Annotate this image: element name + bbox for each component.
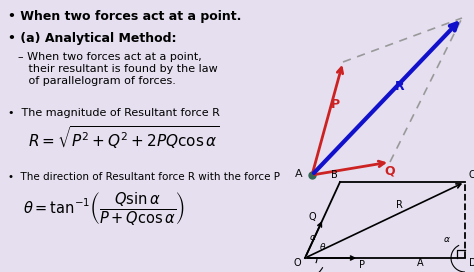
Text: Q: Q bbox=[385, 165, 395, 178]
Text: A: A bbox=[417, 258, 423, 268]
Text: A: A bbox=[295, 169, 303, 179]
Text: of parallelogram of forces.: of parallelogram of forces. bbox=[18, 76, 176, 86]
Text: •  The direction of Resultant force R with the force P: • The direction of Resultant force R wit… bbox=[8, 172, 280, 182]
Text: • (a) Analytical Method:: • (a) Analytical Method: bbox=[8, 32, 176, 45]
Text: $\theta = \tan^{-1}\!\left(\dfrac{Q\sin\alpha}{P+Q\cos\alpha}\right)$: $\theta = \tan^{-1}\!\left(\dfrac{Q\sin\… bbox=[23, 190, 185, 227]
Text: Q: Q bbox=[309, 212, 316, 222]
Text: $R = \sqrt{P^2 + Q^2 + 2PQ\cos\alpha}$: $R = \sqrt{P^2 + Q^2 + 2PQ\cos\alpha}$ bbox=[28, 125, 219, 152]
Text: – When two forces act at a point,: – When two forces act at a point, bbox=[18, 52, 202, 62]
Text: R: R bbox=[395, 80, 405, 93]
Text: B: B bbox=[331, 170, 337, 180]
Text: P: P bbox=[359, 260, 365, 270]
Text: their resultant is found by the law: their resultant is found by the law bbox=[18, 64, 218, 74]
Text: R: R bbox=[396, 200, 403, 210]
Text: $\alpha$: $\alpha$ bbox=[443, 235, 451, 244]
Text: • When two forces act at a point.: • When two forces act at a point. bbox=[8, 10, 241, 23]
Text: $\alpha$: $\alpha$ bbox=[309, 233, 317, 242]
Text: $\theta$: $\theta$ bbox=[319, 241, 327, 252]
Text: •  The magnitude of Resultant force R: • The magnitude of Resultant force R bbox=[8, 108, 220, 118]
Text: O: O bbox=[293, 258, 301, 268]
Text: D: D bbox=[469, 258, 474, 268]
Text: C: C bbox=[469, 170, 474, 180]
Text: P: P bbox=[330, 98, 339, 111]
